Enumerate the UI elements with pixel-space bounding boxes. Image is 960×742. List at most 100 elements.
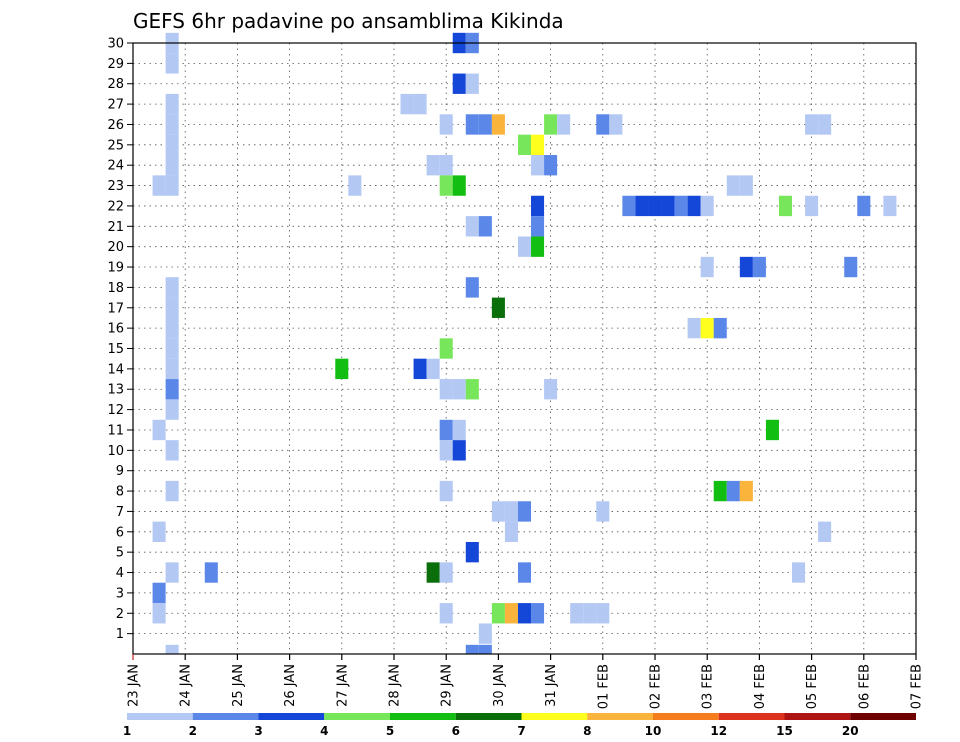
x-tick-label: 01 FEB <box>596 664 611 709</box>
precip-cell <box>165 277 179 298</box>
colorbar-swatch <box>192 713 259 720</box>
precip-cell <box>648 195 662 217</box>
x-tick-label: 04 FEB <box>753 664 768 709</box>
colorbar-swatch <box>258 713 325 720</box>
precip-cell <box>165 379 179 400</box>
precip-cell <box>348 175 362 196</box>
precip-cell <box>426 155 440 176</box>
y-tick-label: 12 <box>107 403 124 418</box>
y-tick-label: 24 <box>107 159 124 174</box>
precip-cell <box>504 521 518 542</box>
chart-title: GEFS 6hr padavine po ansamblima Kikinda <box>133 9 564 33</box>
colorbar-swatch <box>390 713 456 720</box>
precip-cell <box>465 277 479 298</box>
y-tick-label: 7 <box>116 505 124 520</box>
precip-cell <box>557 114 571 135</box>
precip-cell <box>818 114 832 135</box>
precip-cell <box>165 358 179 380</box>
precip-cell <box>478 623 492 644</box>
precip-cell <box>439 480 453 502</box>
precip-cell <box>165 317 179 339</box>
precip-cell <box>531 155 545 176</box>
y-tick-label: 29 <box>107 57 124 72</box>
precip-cell <box>426 358 440 380</box>
precip-cell <box>531 195 545 217</box>
y-tick-label: 18 <box>107 281 124 296</box>
colorbar-swatch <box>718 713 785 720</box>
precip-cell <box>818 521 832 542</box>
colorbar-label: 5 <box>386 724 394 738</box>
colorbar-label: 7 <box>517 724 525 738</box>
precip-cell <box>739 175 753 196</box>
y-tick-label: 9 <box>116 464 124 479</box>
y-tick-label: 4 <box>116 566 124 581</box>
precip-cell <box>165 155 179 176</box>
precip-cell <box>439 155 453 176</box>
precip-cell <box>426 562 440 583</box>
precip-cell <box>883 195 897 217</box>
colorbar-label: 3 <box>254 724 262 738</box>
precip-cell <box>661 195 675 217</box>
precip-cell <box>491 114 505 135</box>
precip-cell <box>465 73 479 94</box>
precip-cells <box>152 32 897 654</box>
precip-cell <box>687 317 701 339</box>
precip-cell <box>531 134 545 156</box>
colorbar-label: 4 <box>320 724 328 738</box>
precip-cell <box>439 175 453 196</box>
y-tick-label: 15 <box>107 342 124 357</box>
precip-cell <box>609 114 623 135</box>
precip-cell <box>531 603 545 624</box>
precip-cell <box>335 358 349 380</box>
precip-cell <box>165 562 179 583</box>
precip-cell <box>857 195 871 217</box>
colorbar-swatch <box>521 713 588 720</box>
y-tick-label: 2 <box>116 607 124 622</box>
precip-cell <box>635 195 649 217</box>
y-tick-label: 19 <box>107 261 124 276</box>
precip-cell <box>152 521 166 542</box>
precip-cell <box>726 480 740 502</box>
precip-cell <box>478 114 492 135</box>
y-tick-label: 11 <box>107 423 124 438</box>
y-tick-label: 27 <box>107 98 124 113</box>
precip-cell <box>165 297 179 318</box>
y-tick-label: 23 <box>107 179 124 194</box>
precip-cell <box>452 440 466 461</box>
precip-cell <box>700 317 714 339</box>
y-tick-label: 25 <box>107 138 124 153</box>
precip-cell <box>752 256 766 278</box>
x-tick-label: 26 JAN <box>283 664 298 707</box>
precip-cell <box>165 53 179 74</box>
x-tick-label: 25 JAN <box>231 664 246 707</box>
precip-cell <box>165 338 179 359</box>
precip-cell <box>452 419 466 441</box>
precip-cell <box>687 195 701 217</box>
x-tick-label: 27 JAN <box>335 664 350 707</box>
x-tick-label: 06 FEB <box>857 664 872 709</box>
precip-cell <box>452 175 466 196</box>
precip-cell <box>700 256 714 278</box>
colorbar-swatch <box>653 713 719 720</box>
precip-cell <box>413 358 427 380</box>
precip-cell <box>517 562 532 583</box>
y-tick-label: 6 <box>116 525 124 540</box>
precip-cell <box>152 419 166 441</box>
precip-cell <box>439 114 453 135</box>
precip-cell <box>778 195 793 217</box>
precip-cell <box>570 603 584 624</box>
colorbar-legend: 1 2 3 4 5 6 7 8 10 12 15 20 <box>123 713 916 738</box>
precip-cell <box>165 399 179 420</box>
precip-cell <box>517 236 532 257</box>
precip-cell <box>165 175 179 196</box>
precip-cell <box>452 379 466 400</box>
precip-cell <box>165 644 179 654</box>
precip-cell <box>152 175 166 196</box>
precip-cell <box>739 480 753 502</box>
colorbar-swatch <box>850 713 916 720</box>
precip-cell <box>765 419 779 441</box>
precip-cell <box>165 440 179 461</box>
x-tick-label: 31 JAN <box>544 664 559 707</box>
x-tick-label: 23 JAN <box>127 664 142 707</box>
